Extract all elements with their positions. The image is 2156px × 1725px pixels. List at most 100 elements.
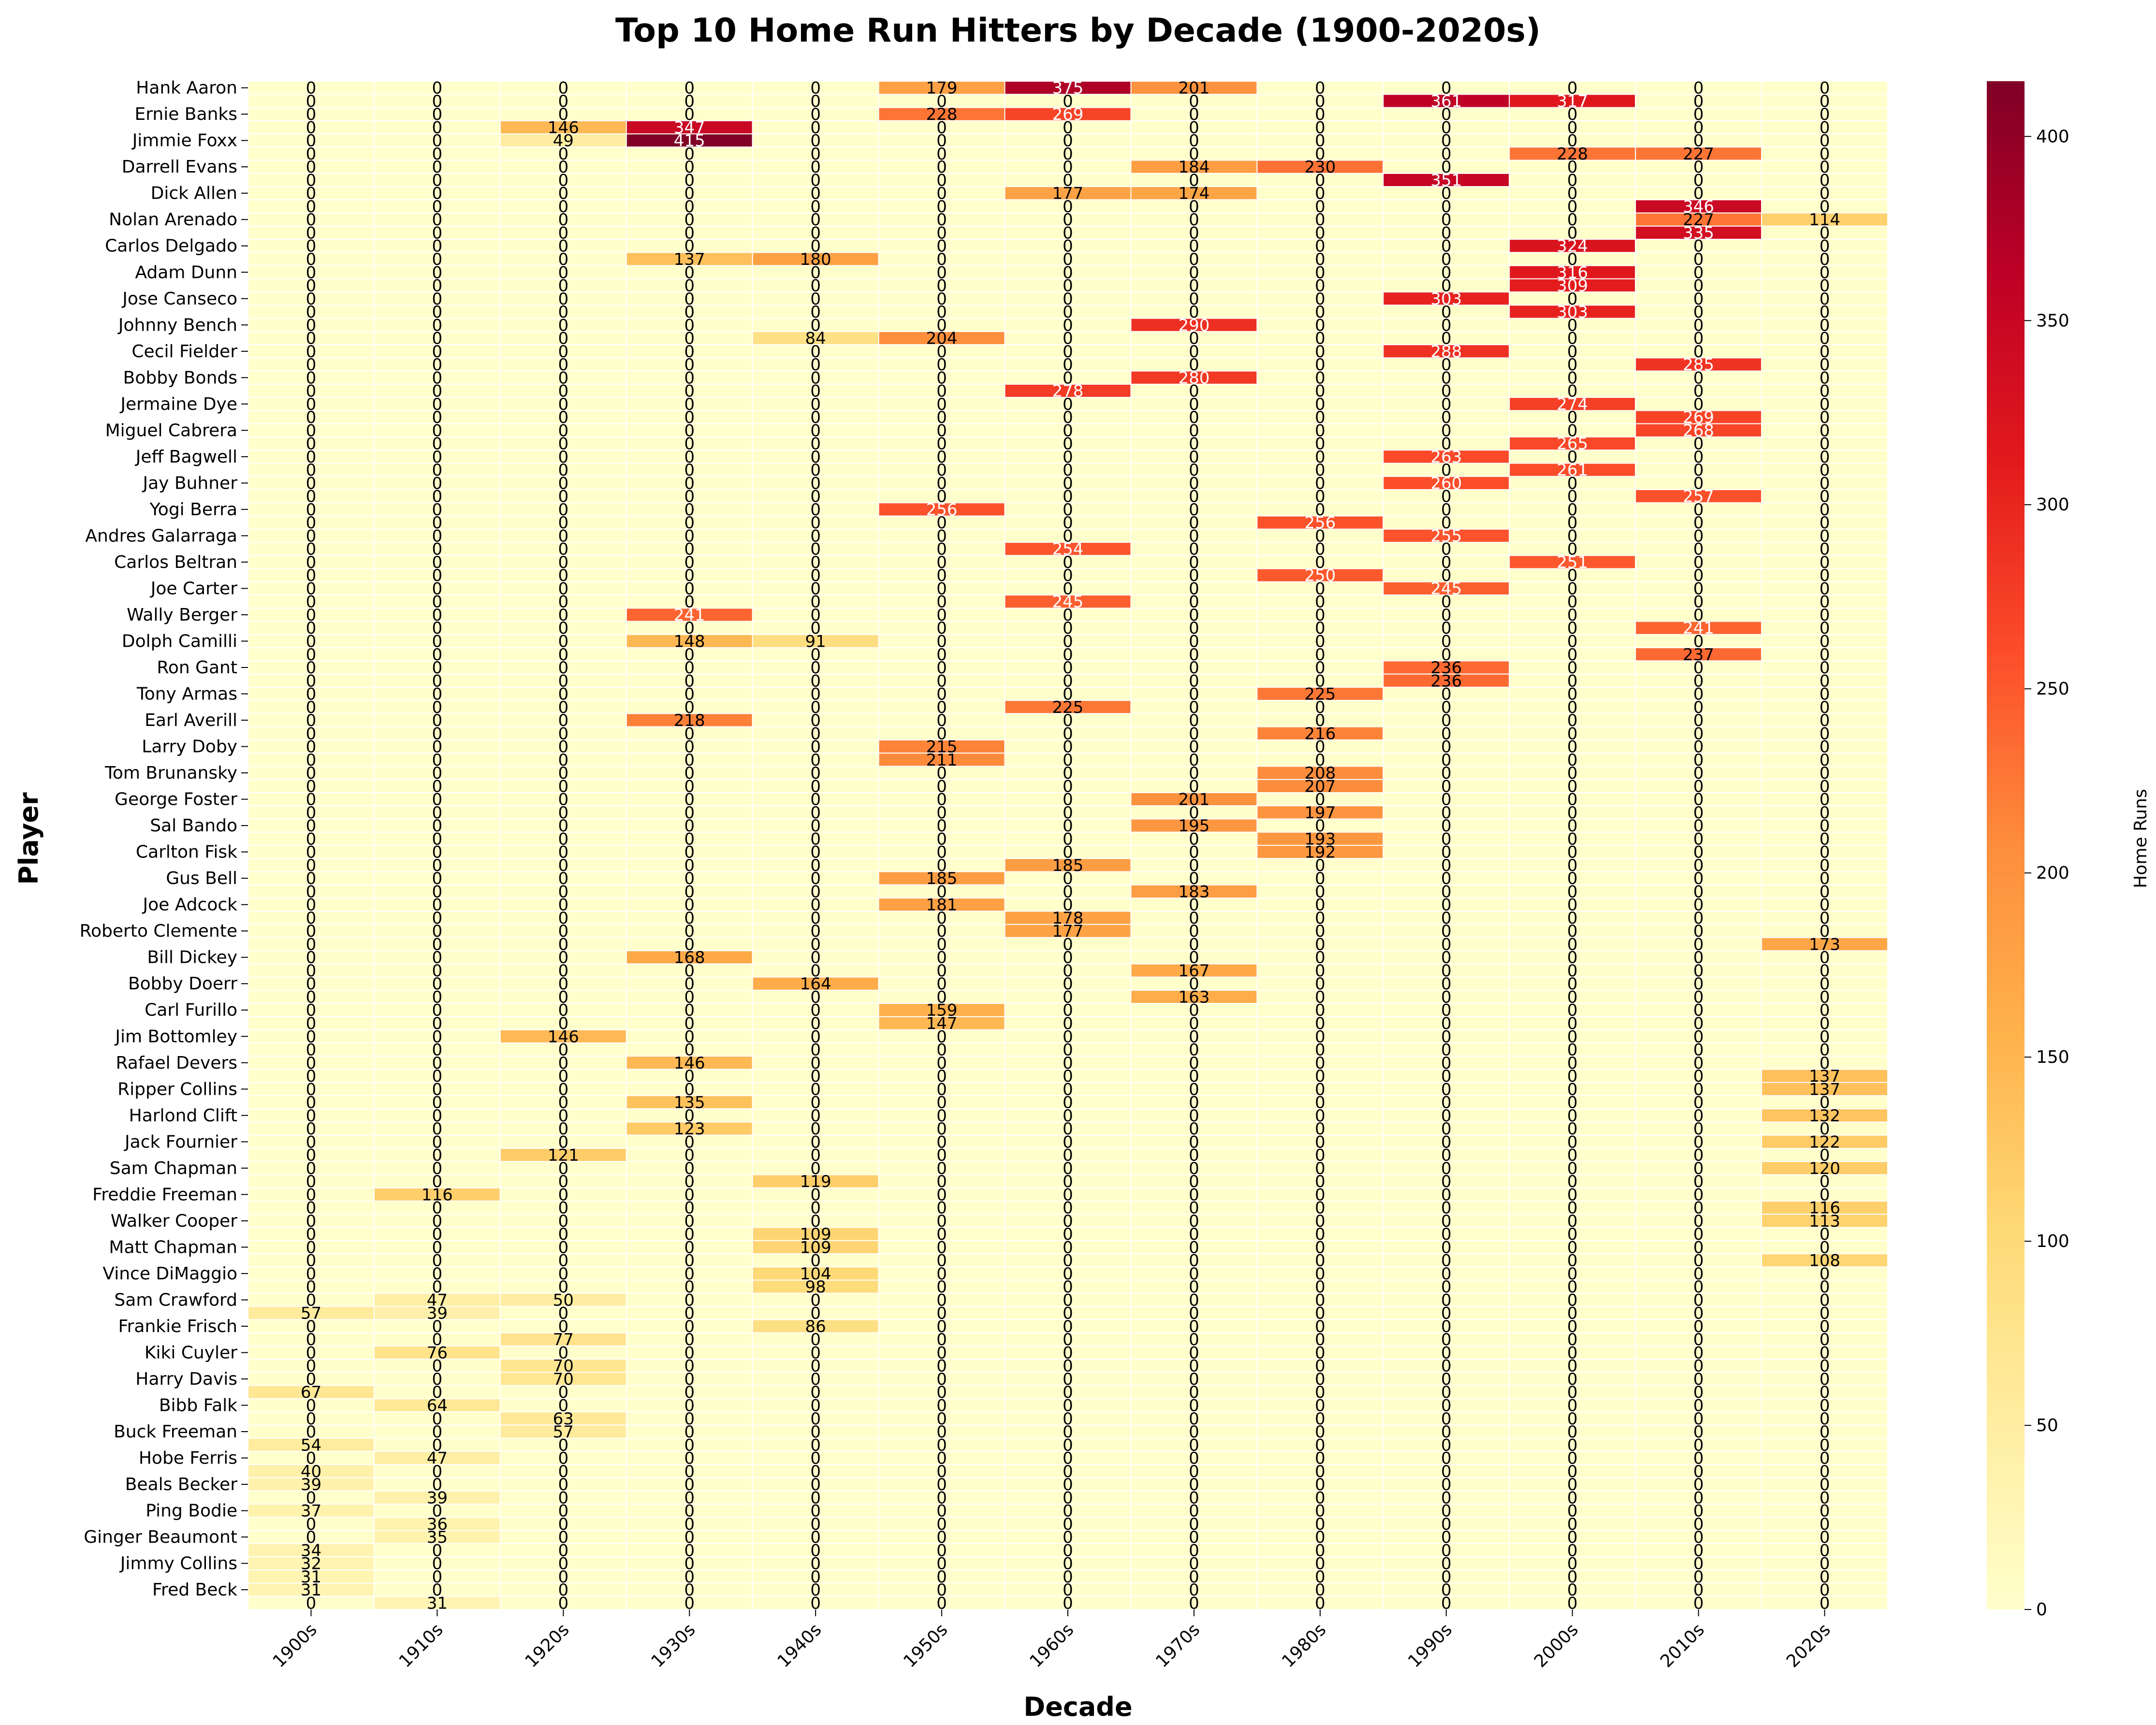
heatmap-cell <box>1130 94 1258 108</box>
heatmap-cell <box>1635 370 1763 385</box>
colorbar-tick-label: 250 <box>2036 679 2069 699</box>
heatmap-cell <box>1004 265 1132 279</box>
heatmap-cell <box>1383 146 1510 161</box>
y-tick-label: Bobby Doerr <box>128 974 237 994</box>
y-tick-label: George Foster <box>115 790 237 810</box>
y-tick-label: Jay Buhner <box>142 473 237 493</box>
colorbar: 0 50 100 150 200 250 300 350 400 <box>1987 81 2069 1620</box>
y-tick-label: Miguel Cabrera <box>105 420 237 440</box>
y-tick-label: Dick Allen <box>151 184 237 203</box>
heatmap-cell <box>752 318 879 332</box>
y-tick-label: Ernie Banks <box>134 104 237 124</box>
heatmap-cell <box>1130 146 1258 161</box>
heatmap-cell <box>373 212 501 227</box>
heatmap-cell <box>1761 133 1889 148</box>
heatmap-cell <box>1635 199 1763 214</box>
heatmap-cell <box>1383 331 1510 346</box>
heatmap-cell <box>752 357 879 372</box>
heatmap-cell <box>1256 291 1384 306</box>
heatmap-cell <box>878 304 1005 319</box>
heatmap-cell <box>878 120 1005 135</box>
y-tick-label: Matt Chapman <box>109 1237 237 1257</box>
heatmap-cell <box>1004 423 1132 437</box>
heatmap-cell <box>1509 159 1636 174</box>
heatmap-cell <box>248 436 375 451</box>
y-tick-label: Bibb Falk <box>159 1395 237 1415</box>
y-tick-label: Ginger Beaumont <box>84 1527 237 1547</box>
y-tick-label: Johnny Bench <box>117 315 237 335</box>
y-tick-label: Nolan Arenado <box>109 210 237 230</box>
y-tick-label: Joe Carter <box>150 579 237 598</box>
heatmap-cell <box>373 278 501 293</box>
y-tick-label: Roberto Clemente <box>80 921 237 941</box>
y-tick-label: Jack Fournier <box>124 1132 237 1152</box>
heatmap-cell <box>499 146 627 161</box>
x-tick-label: 1940s <box>773 1620 825 1671</box>
heatmap-cell <box>1509 331 1636 346</box>
heatmap-cell <box>752 199 879 214</box>
heatmap-cell <box>1509 199 1636 214</box>
heatmap-cell <box>1004 252 1132 266</box>
heatmap-cell <box>373 133 501 148</box>
heatmap-cell <box>1130 304 1258 319</box>
heatmap-cell <box>1383 436 1510 451</box>
heatmap-cell <box>626 199 753 214</box>
heatmap-cell <box>499 410 627 424</box>
heatmap-cell <box>626 383 753 398</box>
heatmap-cell <box>878 436 1005 451</box>
heatmap-cell <box>1761 278 1889 293</box>
heatmap-cell <box>1761 252 1889 266</box>
heatmap-cell <box>499 291 627 306</box>
y-tick-label: Ron Gant <box>157 658 237 678</box>
heatmap-cell <box>1004 278 1132 293</box>
heatmap-cell <box>248 146 375 161</box>
heatmap-cell <box>1509 173 1636 188</box>
heatmap-cell <box>878 239 1005 253</box>
colorbar-tick-label: 50 <box>2036 1416 2058 1435</box>
heatmap-cell <box>1383 397 1510 411</box>
heatmap-cell <box>752 173 879 188</box>
heatmap-cell <box>1509 291 1636 306</box>
heatmap-cell <box>1509 383 1636 398</box>
heatmap-cell <box>626 397 753 411</box>
x-axis-ticks: 1900s 1910s 1920s 1930s 1940s 1950s 1960s 1970s… <box>269 1609 1835 1671</box>
y-tick-label: Frankie Frisch <box>118 1317 237 1336</box>
heatmap-cell <box>1004 225 1132 240</box>
heatmap-cell <box>1761 146 1889 161</box>
heatmap-cell <box>1383 159 1510 174</box>
colorbar-tick-label: 400 <box>2036 127 2069 146</box>
heatmap-cell <box>373 357 501 372</box>
heatmap-cell <box>1761 344 1889 359</box>
heatmap-cell <box>1383 291 1510 306</box>
heatmap-cell <box>499 436 627 451</box>
heatmap-cell <box>1761 318 1889 332</box>
y-tick-label: Ripper Collins <box>117 1079 237 1099</box>
heatmap-cell <box>1761 107 1889 121</box>
heatmap-cell <box>1383 370 1510 385</box>
heatmap-cell <box>626 146 753 161</box>
colorbar-gradient <box>1987 81 2025 1609</box>
colorbar-tick-label: 350 <box>2036 311 2069 331</box>
heatmap-cell <box>1761 331 1889 346</box>
heatmap-cell <box>1635 212 1763 227</box>
heatmap-cell <box>1130 410 1258 424</box>
heatmap-cell <box>1256 212 1384 227</box>
heatmap-cell <box>248 94 375 108</box>
x-tick-label: 1920s <box>522 1620 573 1671</box>
x-tick-label: 1910s <box>395 1620 447 1671</box>
heatmap-cell <box>1256 304 1384 319</box>
x-tick-label: 2000s <box>1530 1620 1582 1671</box>
y-tick-label: Sam Crawford <box>114 1290 237 1310</box>
heatmap-cell <box>752 304 879 319</box>
heatmap-cell <box>752 344 879 359</box>
heatmap-cell <box>626 278 753 293</box>
colorbar-tick-label: 100 <box>2036 1232 2069 1251</box>
y-tick-label: Wally Berger <box>127 605 237 625</box>
y-tick-label: Harlond Clift <box>129 1106 237 1126</box>
y-tick-label: Hobe Ferris <box>139 1449 237 1468</box>
heatmap-cell <box>626 291 753 306</box>
heatmap-cell <box>1509 423 1636 437</box>
heatmap-cell <box>1256 436 1384 451</box>
y-tick-label: Jeff Bagwell <box>135 447 237 467</box>
